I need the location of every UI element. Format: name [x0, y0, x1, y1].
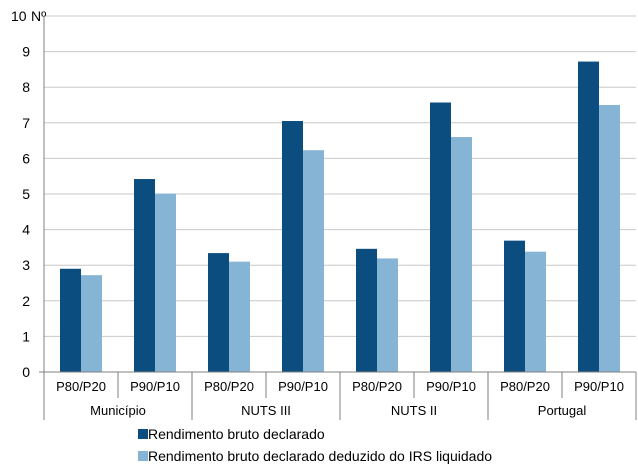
bar-rendimento-bruto [208, 253, 229, 372]
y-tick-label: 4 [22, 222, 30, 238]
y-tick-label: 3 [22, 257, 30, 273]
x-group-label: Portugal [538, 403, 587, 418]
x-group-label: Município [90, 403, 146, 418]
legend-swatch [138, 429, 148, 439]
y-tick-label: 2 [22, 293, 30, 309]
y-tick-label: 7 [22, 115, 30, 131]
y-tick-label: 5 [22, 186, 30, 202]
y-axis: 0 1 2 3 4 5 6 7 8 9 10 Nº [11, 8, 46, 380]
grid-lines [44, 15, 636, 337]
bar-rendimento-deduzido-irs [525, 251, 546, 372]
x-category-label: P90/P10 [130, 379, 180, 394]
x-category-label: P80/P20 [204, 379, 254, 394]
y-unit-label: Nº [31, 8, 46, 24]
bar-rendimento-bruto [356, 248, 377, 372]
bar-rendimento-deduzido-irs [377, 258, 398, 372]
bar-rendimento-deduzido-irs [303, 150, 324, 372]
x-category-label: P80/P20 [352, 379, 402, 394]
legend-label: Rendimento bruto declarado deduzido do I… [148, 448, 492, 464]
y-tick-label: 6 [22, 150, 30, 166]
x-category-label: P80/P20 [500, 379, 550, 394]
legend: Rendimento bruto declarado Rendimento bru… [138, 426, 492, 464]
bar-rendimento-bruto [578, 61, 599, 373]
y-tick-label: 0 [22, 364, 30, 380]
legend-label: Rendimento bruto declarado [148, 426, 325, 442]
x-category-label: P80/P20 [56, 379, 106, 394]
bar-rendimento-bruto [504, 240, 525, 372]
x-category-label: P90/P10 [574, 379, 624, 394]
x-category-label: P90/P10 [278, 379, 328, 394]
y-tick-label: 9 [22, 44, 30, 60]
y-tick-label: 1 [22, 328, 30, 344]
x-group-label: NUTS II [391, 403, 437, 418]
bar-rendimento-bruto [282, 121, 303, 373]
bar-rendimento-bruto [430, 102, 451, 373]
bar-rendimento-bruto [134, 179, 155, 372]
y-tick-label-top: 10 [11, 8, 27, 24]
bar-rendimento-deduzido-irs [451, 137, 472, 372]
x-category-label: P90/P10 [426, 379, 476, 394]
y-tick-label: 8 [22, 79, 30, 95]
bar-rendimento-deduzido-irs [81, 275, 102, 372]
x-axis: P80/P20 P90/P10 Município P80/P20 P90/P10 NUT… [39, 16, 637, 420]
bar-rendimento-deduzido-irs [155, 193, 176, 372]
bar-rendimento-deduzido-irs [599, 105, 620, 372]
legend-swatch [138, 451, 148, 461]
bar-rendimento-bruto [60, 268, 81, 372]
x-group-label: NUTS III [241, 403, 291, 418]
bars [60, 61, 620, 373]
bar-rendimento-deduzido-irs [229, 261, 250, 372]
